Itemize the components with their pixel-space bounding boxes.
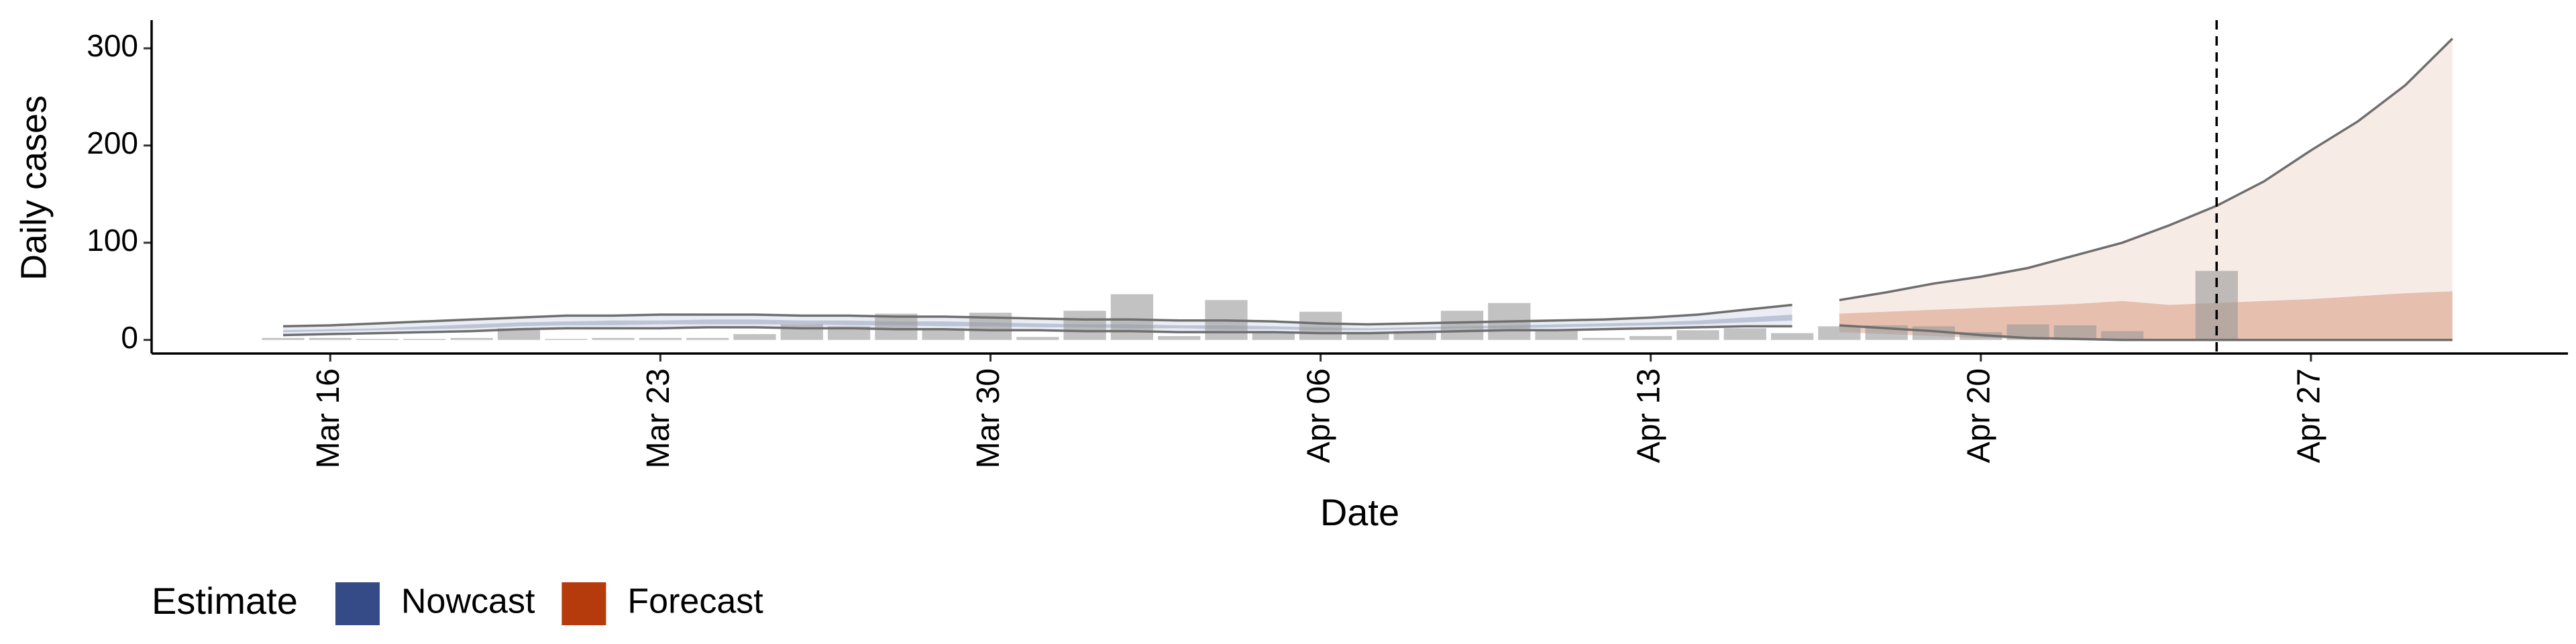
- bar: [1629, 335, 1672, 340]
- y-tick-label: 300: [87, 28, 138, 63]
- bar: [1535, 330, 1578, 340]
- bar: [1110, 294, 1154, 340]
- ribbon: [283, 315, 1792, 333]
- bar: [1440, 311, 1484, 340]
- ribbon: [1839, 291, 2453, 340]
- bar: [1676, 330, 1719, 340]
- bar: [1158, 335, 1201, 340]
- bar: [2053, 325, 2097, 340]
- bar: [1582, 337, 1625, 340]
- bar: [2101, 331, 2144, 340]
- x-axis-title: Date: [1320, 491, 1399, 533]
- legend-swatch: [561, 582, 606, 625]
- x-tick-label: Apr 06: [1301, 368, 1336, 463]
- bound-line: [1839, 324, 2453, 341]
- bound-line: [282, 325, 1792, 337]
- x-tick-label: Apr 27: [2292, 368, 2327, 463]
- bar: [639, 337, 682, 340]
- bar: [497, 328, 541, 340]
- x-tick-label: Mar 30: [971, 368, 1006, 468]
- bar: [1770, 333, 1814, 340]
- y-axis-title: Daily cases: [13, 95, 54, 280]
- y-tick-label: 0: [121, 320, 138, 355]
- bar: [1346, 333, 1389, 340]
- bar: [1016, 337, 1059, 340]
- bound-line: [282, 303, 1792, 328]
- x-tick-label: Mar 16: [311, 368, 346, 468]
- bar: [1063, 311, 1106, 340]
- bar: [922, 328, 965, 340]
- bar: [1252, 332, 1295, 340]
- bar: [733, 334, 776, 340]
- bar: [450, 337, 493, 340]
- bar: [309, 337, 352, 340]
- x-tick-label: Apr 13: [1631, 368, 1666, 463]
- bar: [1299, 311, 1342, 340]
- bar: [827, 326, 871, 340]
- legend-title: Estimate: [152, 580, 298, 622]
- bar: [1818, 326, 1861, 340]
- legend-label: Nowcast: [401, 582, 535, 621]
- x-tick-label: Apr 20: [1961, 368, 1996, 463]
- bar: [262, 337, 305, 340]
- y-tick-label: 200: [87, 125, 138, 160]
- bar: [686, 337, 729, 340]
- bar: [1723, 328, 1766, 340]
- ribbon: [1839, 38, 2453, 340]
- legend-swatch: [335, 582, 380, 625]
- bar: [875, 313, 918, 340]
- bar: [780, 324, 823, 340]
- bar: [2006, 324, 2049, 340]
- x-tick-label: Mar 23: [641, 368, 676, 468]
- bar: [592, 337, 635, 340]
- bound-line: [1839, 38, 2454, 302]
- legend-label: Forecast: [627, 582, 763, 621]
- y-tick-label: 100: [87, 223, 138, 258]
